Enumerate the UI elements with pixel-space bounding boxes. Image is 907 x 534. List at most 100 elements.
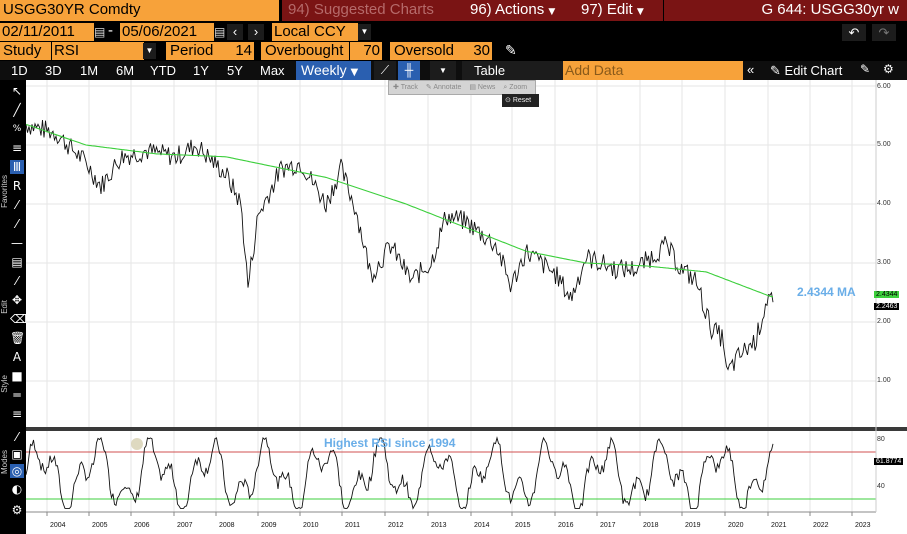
edit-chart-button[interactable]: ✎ Edit Chart	[770, 62, 842, 80]
currency-select[interactable]: Local CCY	[272, 23, 358, 41]
style-tab[interactable]: Style	[0, 375, 9, 393]
favorites-tab[interactable]: Favorites	[0, 175, 9, 208]
overbought-field[interactable]: 70	[350, 42, 382, 60]
oversold-field[interactable]: 30	[462, 42, 492, 60]
x-tick-label: 2018	[643, 522, 659, 529]
back-arrow-icon[interactable]: ‹	[227, 24, 243, 40]
font-icon[interactable]: A	[12, 350, 22, 364]
collapse-icon[interactable]: «	[747, 62, 755, 77]
frequency-select[interactable]: Weekly ▼	[296, 61, 371, 80]
bar-chart-icon[interactable]: ╫	[398, 61, 420, 80]
color-mode-icon[interactable]: ◐	[11, 482, 23, 496]
range-ytd[interactable]: YTD	[150, 63, 176, 78]
range-max[interactable]: Max	[260, 63, 285, 78]
fill-color-icon[interactable]: ■	[11, 369, 23, 383]
x-tick-label: 2021	[771, 522, 787, 529]
edit-icon[interactable]: ✎	[860, 62, 871, 76]
start-date-field[interactable]: 02/11/2011	[0, 23, 94, 41]
edit-tab[interactable]: Edit	[0, 300, 9, 314]
oversold-label: Oversold	[390, 42, 462, 60]
x-tick-label: 2013	[431, 522, 447, 529]
crosshair-icon[interactable]: ◎	[10, 464, 24, 478]
pattern-tool-icon[interactable]: %	[12, 124, 22, 134]
study-select[interactable]: RSI	[52, 42, 144, 60]
range-1d[interactable]: 1D	[11, 63, 28, 78]
text-tool-icon[interactable]: R	[12, 179, 22, 193]
range-1y[interactable]: 1Y	[193, 63, 209, 78]
ma-annotation-text: 2.4344 MA	[797, 285, 856, 299]
x-tick-label: 2005	[92, 522, 108, 529]
end-date-field[interactable]: 05/06/2021	[120, 23, 214, 41]
favorites-label: Favorites	[0, 175, 9, 208]
line-width-icon[interactable]: ≡	[11, 407, 23, 421]
x-tick-label: 2004	[50, 522, 66, 529]
band-icon[interactable]: ▤	[11, 255, 23, 269]
settings-icon[interactable]: ⚙	[11, 503, 23, 517]
highlight-icon[interactable]: ▣	[11, 447, 23, 461]
range-5y[interactable]: 5Y	[227, 63, 243, 78]
ticker-field[interactable]: USGG30YR Comdty	[0, 0, 279, 21]
pencil-icon[interactable]: ✎	[505, 42, 517, 58]
actions-menu[interactable]: 96) Actions ▼	[465, 0, 576, 21]
pen-icon[interactable]: ⁄	[15, 217, 18, 231]
x-tick-label: 2015	[515, 522, 531, 529]
cursor-icon[interactable]: ↖	[11, 84, 23, 98]
reset-button[interactable]: ⊙ Reset	[502, 94, 539, 107]
horizontal-line-icon[interactable]: —	[11, 236, 23, 250]
settings-icon[interactable]: ⚙	[883, 62, 894, 76]
eraser-icon[interactable]: ⌫	[10, 312, 27, 326]
moving-average-line	[26, 123, 773, 298]
news-button[interactable]: ▤ News	[469, 84, 496, 91]
annotation-toolbar: ✚ Track ✎ Annotate ▤ News ⌕ Zoom	[388, 80, 536, 95]
chevron-down-icon[interactable]: ▼	[143, 43, 156, 59]
x-tick-label: 2023	[855, 522, 871, 529]
zoom-button[interactable]: ⌕ Zoom	[503, 84, 528, 91]
undo-icon[interactable]: ↶	[842, 24, 866, 41]
modes-tab[interactable]: Modes	[0, 450, 9, 474]
line-style-icon[interactable]: ═	[13, 388, 21, 402]
calendar-icon[interactable]: ▤	[94, 25, 106, 39]
range-3d[interactable]: 3D	[45, 63, 62, 78]
line-tool-icon[interactable]: ╱	[13, 103, 21, 117]
price-tick: 5.00	[877, 141, 891, 148]
channel-tool-icon[interactable]: Ⅲ	[10, 160, 24, 174]
ruler-icon[interactable]: ⁄	[15, 430, 18, 444]
x-tick-label: 2020	[728, 522, 744, 529]
chart-canvas[interactable]	[26, 80, 907, 534]
edit-chart-label: Edit Chart	[784, 63, 843, 78]
ma-annotation: 2.4344 MA	[797, 285, 856, 299]
move-icon[interactable]: ✥	[11, 293, 23, 307]
add-data-input[interactable]: Add Data	[563, 61, 743, 80]
rsi-highlight-marker	[131, 438, 143, 450]
last-price-text: 2.2463	[876, 303, 898, 310]
x-tick-label: 2019	[685, 522, 701, 529]
style-label: Style	[0, 375, 9, 393]
chevron-down-icon[interactable]: ▼	[430, 61, 456, 80]
x-tick-label: 2006	[134, 522, 150, 529]
draw-icon[interactable]: ⁄	[15, 274, 18, 288]
chevron-down-icon[interactable]: ▼	[358, 24, 371, 40]
range-6m[interactable]: 6M	[116, 63, 135, 78]
x-tick-label: 2010	[303, 522, 319, 529]
brush-icon[interactable]: ⁄	[15, 198, 18, 212]
line-chart-icon[interactable]: ⟋	[374, 61, 396, 80]
annotate-button[interactable]: ✎ Annotate	[425, 84, 462, 91]
period-field[interactable]: 14	[222, 42, 254, 60]
redo-icon[interactable]: ↷	[872, 24, 896, 41]
range-1m[interactable]: 1M	[80, 63, 99, 78]
x-tick-label: 2009	[261, 522, 277, 529]
x-tick-label: 2017	[600, 522, 616, 529]
table-button[interactable]: Table	[462, 61, 572, 80]
suggested-charts-button[interactable]: 94) Suggested Charts	[282, 0, 466, 21]
forward-arrow-icon[interactable]: ›	[248, 24, 264, 40]
study-value: RSI	[54, 42, 80, 59]
frequency-text: Weekly	[301, 62, 347, 78]
track-button[interactable]: ✚ Track	[393, 84, 418, 91]
calendar-icon[interactable]: ▤	[214, 25, 226, 39]
edit-menu[interactable]: 97) Edit ▼	[576, 0, 663, 21]
currency-text: Local CCY	[274, 23, 346, 40]
x-tick-label: 2008	[219, 522, 235, 529]
fib-tool-icon[interactable]: ≡	[11, 141, 23, 155]
trash-icon[interactable]: 🗑	[10, 331, 26, 345]
oversold-value: 30	[473, 42, 490, 59]
